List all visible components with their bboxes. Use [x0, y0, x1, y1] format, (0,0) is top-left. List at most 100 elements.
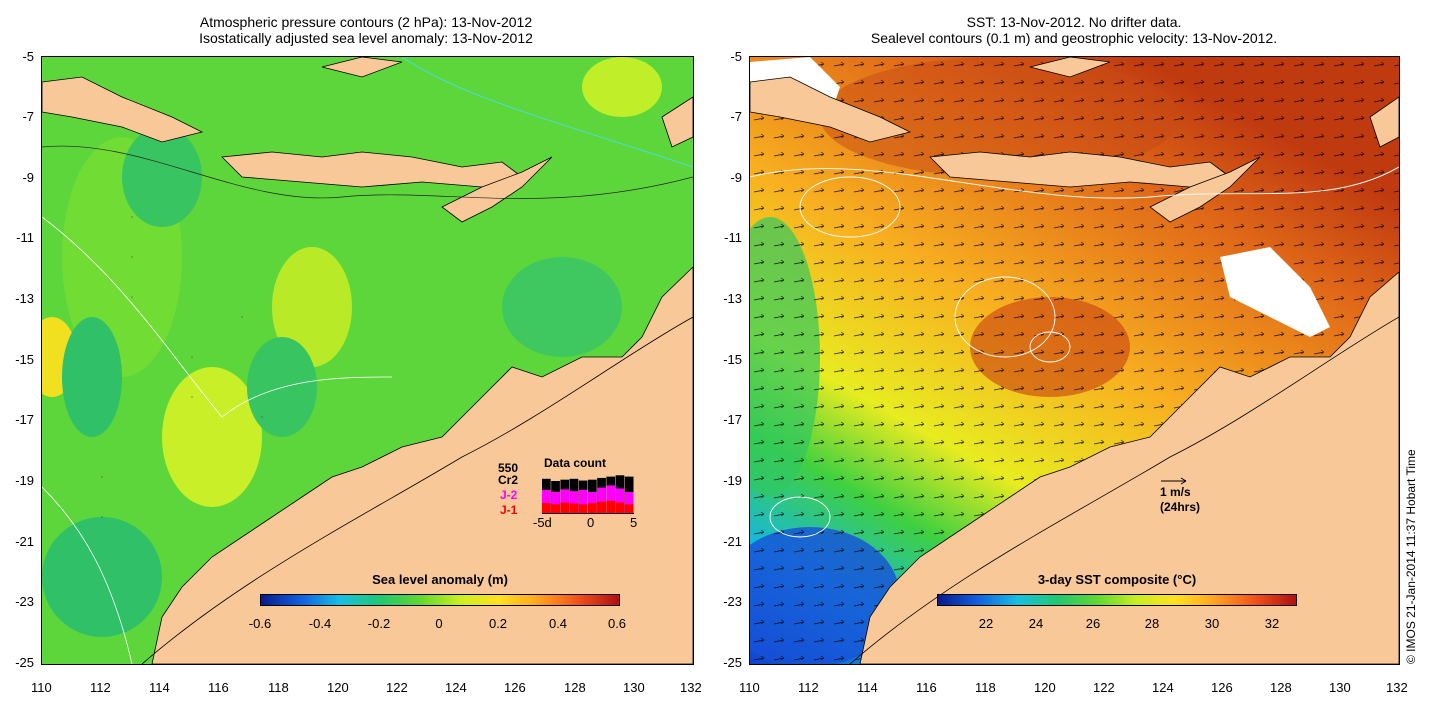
left-x-tick: 110 [31, 680, 52, 695]
velocity-scale-value: 1 m/s [1160, 485, 1191, 499]
right-cbar-tick: 30 [1204, 616, 1220, 631]
data-count-bar-j-1 [569, 503, 579, 514]
right-cbar-tick: 24 [1028, 616, 1044, 631]
right-x-tick: 120 [1034, 680, 1056, 695]
right-colorbar-title: 3-day SST composite (°C) [1037, 572, 1197, 587]
right-cbar-tick: 32 [1264, 616, 1280, 631]
left-map[interactable] [41, 56, 694, 665]
left-x-tick: 114 [149, 680, 170, 695]
data-count-bar-j-1 [578, 504, 588, 514]
left-map-title: Atmospheric pressure contours (2 hPa): 1… [40, 14, 692, 46]
left-y-tick: -11 [16, 230, 34, 245]
right-x-tick: 112 [798, 680, 819, 695]
right-x-tick: 126 [1211, 680, 1233, 695]
left-colorbar-title: Sea level anomaly (m) [372, 572, 508, 587]
left-cbar-tick: 0.6 [607, 616, 627, 631]
data-count-bar-j-1 [560, 502, 570, 514]
left-title-line1: Atmospheric pressure contours (2 hPa): 1… [199, 14, 533, 30]
left-y-tick: -25 [15, 655, 34, 670]
series-label-j1: J-1 [500, 503, 518, 517]
right-title-line1: SST: 13-Nov-2012. No drifter data. [966, 14, 1182, 30]
data-count-chart [542, 475, 634, 514]
left-x-tick: 112 [90, 680, 111, 695]
left-colorbar [260, 594, 620, 606]
left-x-tick: 130 [623, 680, 645, 695]
right-y-tick: -5 [730, 49, 742, 64]
data-count-bar-j-1 [606, 500, 616, 514]
data-count-x-tick: -5d [533, 515, 552, 530]
series-label-cr2: Cr2 [498, 473, 519, 487]
data-count-bar-j-2 [551, 492, 560, 514]
right-x-tick: 110 [739, 680, 760, 695]
left-y-tick: -23 [15, 594, 34, 609]
right-title-line2: Sealevel contours (0.1 m) and geostrophi… [870, 30, 1278, 46]
data-count-bar-j-1 [597, 501, 606, 514]
right-y-tick: -7 [730, 109, 742, 124]
right-x-tick: 128 [1270, 680, 1292, 695]
right-y-tick: -13 [723, 291, 742, 306]
left-y-tick: -19 [15, 473, 34, 488]
data-count-bar-j-2 [569, 491, 579, 514]
left-y-tick: -5 [22, 49, 34, 64]
data-count-max-label: 550 [498, 461, 519, 475]
left-title-line2: Isostatically adjusted sea level anomaly… [199, 30, 533, 46]
left-x-tick: 132 [680, 680, 702, 695]
right-y-tick: -23 [723, 594, 742, 609]
left-x-tick: 128 [564, 680, 586, 695]
right-x-tick: 118 [975, 680, 996, 695]
left-cbar-tick: -0.2 [367, 616, 391, 631]
right-y-tick: -17 [723, 412, 742, 427]
right-y-tick: -15 [723, 352, 742, 367]
left-cbar-tick: 0.2 [488, 616, 508, 631]
right-x-tick: 132 [1386, 680, 1408, 695]
data-count-x-tick: 5 [630, 515, 638, 530]
data-count-bar-j-2 [597, 487, 606, 514]
right-cbar-tick: 26 [1085, 616, 1101, 631]
left-x-tick: 124 [445, 680, 467, 695]
right-map[interactable] [749, 56, 1400, 665]
data-count-title: Data count [544, 456, 607, 470]
data-count-bar-j-1 [542, 503, 551, 514]
left-y-tick: -15 [15, 352, 34, 367]
data-count-bar-j-2 [542, 489, 551, 514]
data-count-bar-j-2 [560, 489, 570, 514]
right-x-tick: 114 [857, 680, 878, 695]
left-cbar-tick: -0.4 [308, 616, 332, 631]
right-y-tick: -19 [723, 473, 742, 488]
left-x-tick: 122 [386, 680, 408, 695]
right-cbar-tick: 28 [1144, 616, 1160, 631]
data-count-x-tick: 0 [587, 515, 595, 530]
left-y-tick: -9 [22, 170, 34, 185]
data-count-bar-j-2 [624, 492, 634, 514]
data-count-bar-j-1 [588, 503, 597, 514]
data-count-bar-j-2 [615, 488, 625, 514]
left-cbar-tick: 0 [435, 616, 443, 631]
left-x-tick: 120 [327, 680, 349, 695]
data-count-bar-j-2 [606, 485, 616, 514]
right-y-tick: -11 [724, 230, 742, 245]
left-x-tick: 116 [208, 680, 229, 695]
series-label-j2: J-2 [500, 488, 518, 502]
right-colorbar [937, 594, 1297, 606]
right-map-title: SST: 13-Nov-2012. No drifter data. Seale… [748, 14, 1400, 46]
left-cbar-tick: -0.6 [248, 616, 272, 631]
sst-map [750, 57, 1399, 664]
right-x-tick: 116 [916, 680, 937, 695]
left-cbar-tick: 0.4 [548, 616, 568, 631]
left-x-tick: 118 [268, 680, 289, 695]
left-y-tick: -21 [15, 534, 34, 549]
data-count-bar-j-1 [615, 502, 625, 514]
left-y-tick: -17 [15, 412, 34, 427]
velocity-scale-arrow [1161, 477, 1187, 485]
data-count-bar-j-1 [551, 504, 560, 514]
right-x-tick: 124 [1152, 680, 1174, 695]
right-y-tick: -9 [730, 170, 742, 185]
left-x-tick: 126 [504, 680, 526, 695]
sea-level-anomaly-map [42, 57, 693, 664]
right-x-tick: 122 [1093, 680, 1115, 695]
imos-credit: © IMOS 21-Jan-2014 11:37 Hobart Time [1404, 449, 1418, 664]
data-count-bar-j-1 [624, 504, 634, 514]
right-x-tick: 130 [1329, 680, 1351, 695]
velocity-scale-note: (24hrs) [1160, 500, 1201, 514]
left-y-tick: -13 [15, 291, 34, 306]
